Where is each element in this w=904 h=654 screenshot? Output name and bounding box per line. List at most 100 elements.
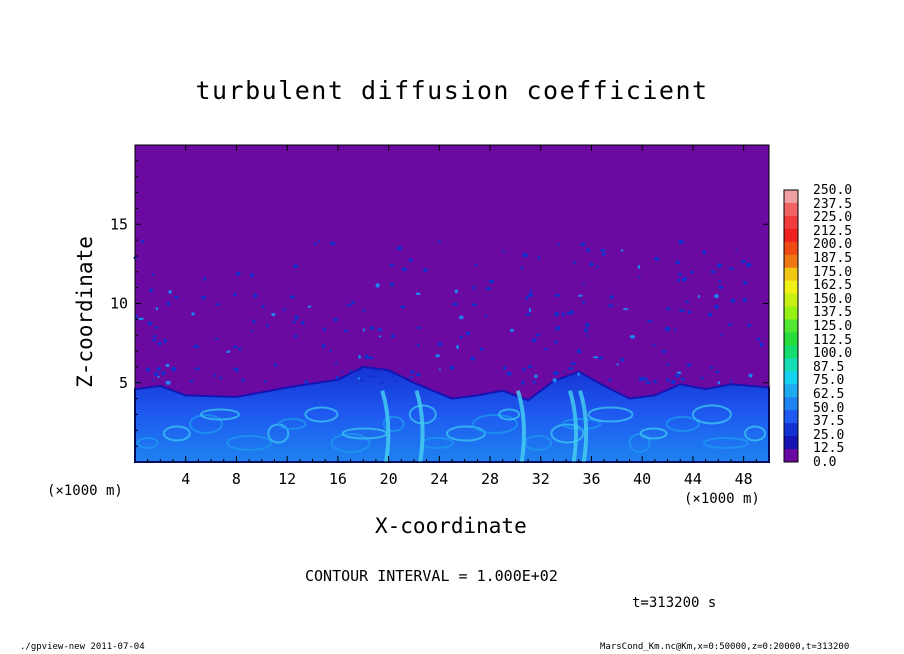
turbulence-speck bbox=[527, 293, 534, 298]
eddy-swirl bbox=[199, 408, 240, 421]
turbulence-speck bbox=[503, 366, 507, 370]
turbulence-speck bbox=[380, 381, 384, 385]
turbulence-speck bbox=[415, 292, 421, 296]
turbulence-speck bbox=[479, 347, 484, 351]
turbulence-speck bbox=[661, 350, 667, 354]
turbulence-speck bbox=[678, 239, 685, 244]
boundary-layer-edge bbox=[134, 365, 770, 463]
turbulence-speck bbox=[215, 303, 221, 306]
turbulence-speck bbox=[728, 267, 735, 270]
colorbar-label: 150.0 bbox=[813, 291, 853, 307]
turbulence-speck bbox=[375, 283, 380, 288]
turbulence-speck bbox=[438, 368, 442, 371]
turbulence-speck bbox=[620, 357, 624, 363]
turbulence-speck bbox=[638, 376, 645, 381]
turbulence-speck bbox=[576, 349, 582, 354]
eddy-swirl bbox=[665, 415, 700, 432]
turbulence-speck bbox=[333, 317, 338, 322]
turbulence-speck bbox=[148, 288, 154, 293]
turbulence-speck bbox=[416, 326, 422, 329]
turbulence-speck bbox=[506, 371, 512, 376]
turbulence-speck bbox=[238, 347, 242, 351]
colorbar-segment bbox=[784, 293, 798, 308]
turbulence-speck bbox=[233, 367, 239, 371]
turbulence-speck bbox=[155, 307, 158, 311]
turbulence-speck bbox=[677, 278, 681, 282]
turbulence-speck bbox=[140, 239, 144, 244]
turbulence-speck bbox=[666, 307, 671, 311]
turbulence-speck bbox=[261, 305, 265, 309]
turbulence-speck bbox=[151, 273, 155, 277]
turbulence-speck bbox=[379, 335, 382, 338]
turbulence-speck bbox=[554, 312, 560, 317]
colorbar-label: 100.0 bbox=[813, 346, 853, 362]
turbulence-speck bbox=[456, 344, 459, 350]
turbulence-speck bbox=[396, 246, 403, 251]
turbulence-speck bbox=[195, 367, 200, 371]
eddy-swirl bbox=[498, 408, 521, 421]
turbulence-speck bbox=[720, 333, 724, 336]
turbulence-speck bbox=[653, 379, 658, 384]
turbulence-speck bbox=[585, 322, 590, 328]
turbulence-speck bbox=[629, 334, 636, 339]
turbulence-speck bbox=[163, 338, 168, 343]
colorbar-label: 137.5 bbox=[813, 305, 853, 321]
x-tick-label: 4 bbox=[181, 470, 190, 488]
turbulence-speck bbox=[465, 331, 471, 336]
turbulence-speck bbox=[582, 300, 585, 305]
turbulence-speck bbox=[607, 304, 614, 307]
colorbar-segment bbox=[784, 410, 798, 424]
turbulence-speck bbox=[748, 373, 753, 378]
colorbar-segment bbox=[784, 436, 798, 450]
turbulence-speck bbox=[389, 263, 394, 267]
turbulence-speck bbox=[435, 354, 441, 358]
turbulence-speck bbox=[294, 315, 299, 320]
turbulence-speck bbox=[250, 273, 254, 278]
turbulence-speck bbox=[745, 262, 752, 268]
turbulence-speck bbox=[714, 370, 720, 374]
turbulence-speck bbox=[562, 370, 565, 373]
turbulence-speck bbox=[533, 374, 538, 379]
turbulence-speck bbox=[586, 248, 591, 252]
turbulence-speck bbox=[300, 320, 305, 325]
turbulence-speck bbox=[292, 264, 299, 269]
turbulence-speck bbox=[535, 333, 540, 337]
turbulence-speck bbox=[697, 294, 701, 299]
turbulence-speck bbox=[408, 258, 413, 263]
turbulence-speck bbox=[226, 350, 231, 354]
x-tick-label: 44 bbox=[684, 470, 702, 488]
turbulence-speck bbox=[335, 361, 338, 365]
turbulence-speck bbox=[680, 377, 685, 381]
colorbar-segment bbox=[784, 215, 798, 230]
colorbar-segment bbox=[784, 241, 798, 256]
turbulence-speck bbox=[714, 294, 719, 299]
boundary-layer-field bbox=[135, 366, 769, 462]
turbulence-speck bbox=[214, 337, 219, 340]
turbulence-speck bbox=[521, 368, 526, 371]
colorbar-label: 62.5 bbox=[813, 387, 845, 402]
turbulence-speck bbox=[153, 372, 159, 377]
turbulence-speck bbox=[622, 308, 629, 311]
eddy-swirl bbox=[472, 413, 519, 434]
colorbar-segment bbox=[784, 190, 798, 204]
turbulence-speck bbox=[362, 328, 365, 332]
turbulence-speck bbox=[323, 327, 326, 332]
turbulence-speck bbox=[675, 260, 681, 265]
colorbar-label: 25.0 bbox=[813, 427, 845, 443]
turbulence-speck bbox=[138, 317, 144, 321]
turbulence-speck bbox=[674, 374, 681, 378]
turbulence-speck bbox=[553, 370, 560, 376]
turbulence-speck bbox=[318, 240, 321, 243]
turbulence-speck bbox=[684, 300, 690, 303]
turbulence-speck bbox=[241, 378, 245, 383]
turbulence-speck bbox=[740, 259, 746, 264]
turbulence-speck bbox=[470, 356, 476, 361]
turbulence-speck bbox=[520, 266, 524, 270]
turbulence-speck bbox=[759, 342, 764, 347]
turbulence-speck bbox=[488, 279, 495, 284]
eddy-swirl bbox=[744, 425, 767, 442]
turbulence-speck bbox=[679, 309, 685, 313]
turbulence-speck bbox=[193, 344, 200, 349]
turbulence-speck bbox=[335, 376, 340, 380]
turbulence-speck bbox=[645, 381, 651, 385]
